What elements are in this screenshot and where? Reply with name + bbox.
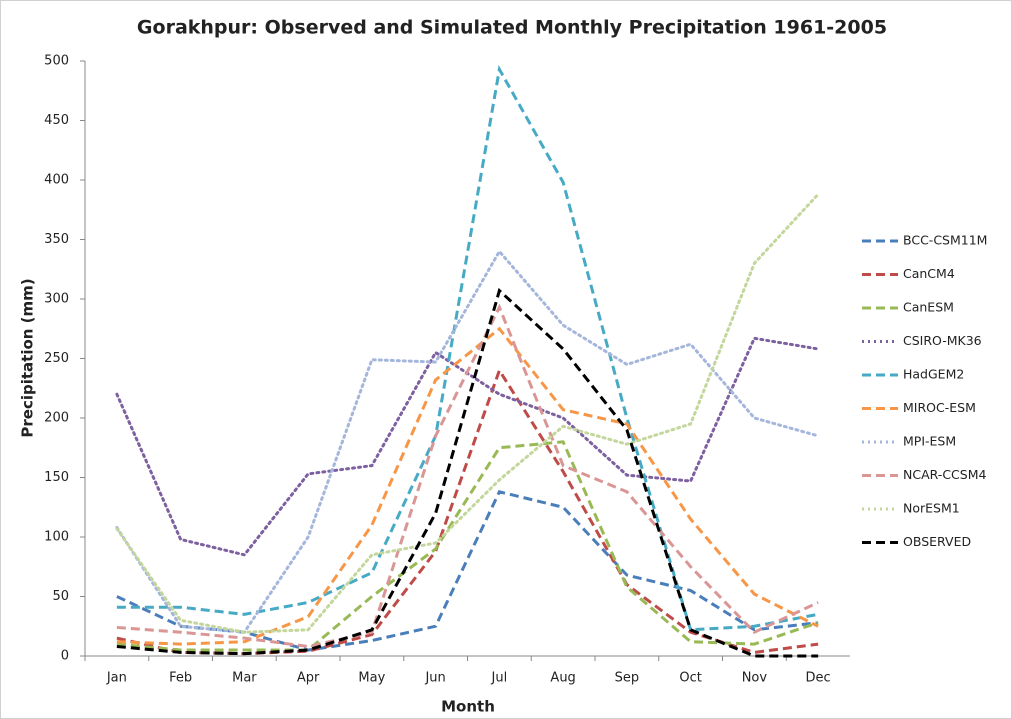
series-line (115, 248, 820, 634)
series-line (116, 287, 819, 658)
x-tick-label: Sep (615, 671, 640, 686)
x-tick-label: Jun (424, 671, 445, 686)
x-tick-label: Mar (232, 671, 257, 686)
y-tick-label: 100 (44, 530, 69, 545)
series-line (116, 303, 819, 649)
x-tick-label: May (358, 671, 385, 686)
legend-label: CanESM (903, 300, 954, 315)
series-line (116, 64, 819, 632)
series-line (116, 490, 819, 652)
y-tick-label: 500 (44, 54, 69, 69)
legend-label: NorESM1 (903, 501, 960, 516)
y-tick-label: 300 (44, 292, 69, 307)
x-tick-label: Apr (297, 671, 320, 686)
x-tick-label: Jan (106, 671, 127, 686)
y-tick-label: 50 (52, 589, 69, 604)
x-tick-label: Feb (169, 671, 192, 686)
y-axis-title: Precipitation (mm) (19, 278, 37, 437)
x-axis-title: Month (441, 698, 495, 716)
legend-label: CSIRO-MK36 (903, 333, 982, 348)
x-tick-label: Aug (550, 671, 575, 686)
legend-label: HadGEM2 (903, 367, 964, 382)
legend-label: OBSERVED (903, 534, 971, 549)
legend-label: BCC-CSM11M (903, 233, 987, 248)
y-tick-label: 0 (61, 649, 69, 664)
y-tick-label: 400 (44, 173, 69, 188)
y-tick-label: 200 (44, 411, 69, 426)
y-tick-label: 150 (44, 470, 69, 485)
x-tick-label: Jul (491, 671, 508, 686)
x-tick-label: Dec (806, 671, 831, 686)
legend-label: MIROC-ESM (903, 400, 976, 415)
y-tick-label: 450 (44, 113, 69, 128)
series-line (115, 192, 820, 634)
x-tick-label: Nov (742, 671, 768, 686)
x-tick-label: Oct (679, 671, 701, 686)
y-tick-label: 350 (44, 232, 69, 247)
legend-label: NCAR-CCSM4 (903, 467, 986, 482)
chart-title: Gorakhpur: Observed and Simulated Monthl… (137, 17, 887, 39)
y-tick-label: 250 (44, 351, 69, 366)
series-line (116, 440, 819, 652)
legend-label: MPI-ESM (903, 434, 956, 449)
series-line (116, 326, 819, 646)
legend-label: CanCM4 (903, 266, 955, 281)
